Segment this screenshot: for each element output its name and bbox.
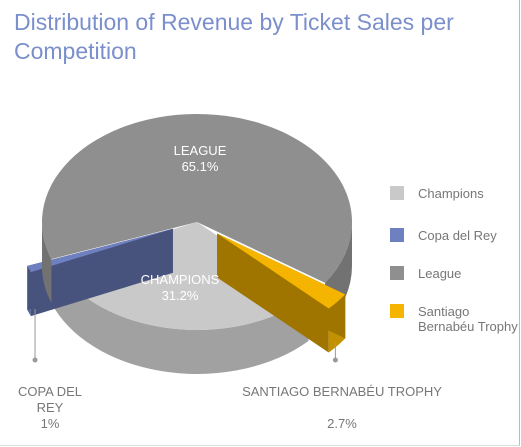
data-label-name: COPA DEL REY bbox=[17, 384, 83, 415]
data-label-value: 1% bbox=[40, 416, 60, 431]
slice-side bbox=[55, 265, 309, 374]
chart-title: Distribution of Revenue by Ticket Sales … bbox=[14, 9, 454, 64]
slice-cut bbox=[217, 233, 329, 353]
data-label-name: SANTIAGO BERNABÉU TROPHY bbox=[242, 384, 442, 399]
legend-swatch bbox=[390, 228, 404, 242]
pie-slice bbox=[217, 233, 346, 353]
data-label-name: CHAMPIONS bbox=[140, 272, 220, 287]
data-label-value: 2.7% bbox=[327, 416, 357, 431]
slice-top bbox=[27, 228, 173, 273]
slice-top bbox=[42, 113, 352, 283]
slice-side bbox=[42, 222, 52, 304]
pie-slice bbox=[27, 228, 173, 317]
legend-swatch bbox=[390, 304, 404, 318]
data-label-value: 65.1% bbox=[181, 159, 219, 174]
legend-swatch bbox=[390, 266, 404, 280]
data-label-value: 31.2% bbox=[161, 288, 199, 303]
slice-top bbox=[217, 233, 346, 309]
leader-dot bbox=[32, 357, 38, 363]
legend-swatch bbox=[390, 186, 404, 200]
legend-label: Santiago Bernabéu Trophy bbox=[418, 304, 518, 334]
legend-label: League bbox=[418, 266, 462, 281]
slice-cut bbox=[27, 228, 173, 310]
legend-label: Copa del Rey bbox=[418, 228, 497, 243]
leader-dot bbox=[332, 357, 338, 363]
data-label-name: LEAGUE bbox=[173, 143, 227, 158]
legend-label: Champions bbox=[418, 186, 484, 201]
